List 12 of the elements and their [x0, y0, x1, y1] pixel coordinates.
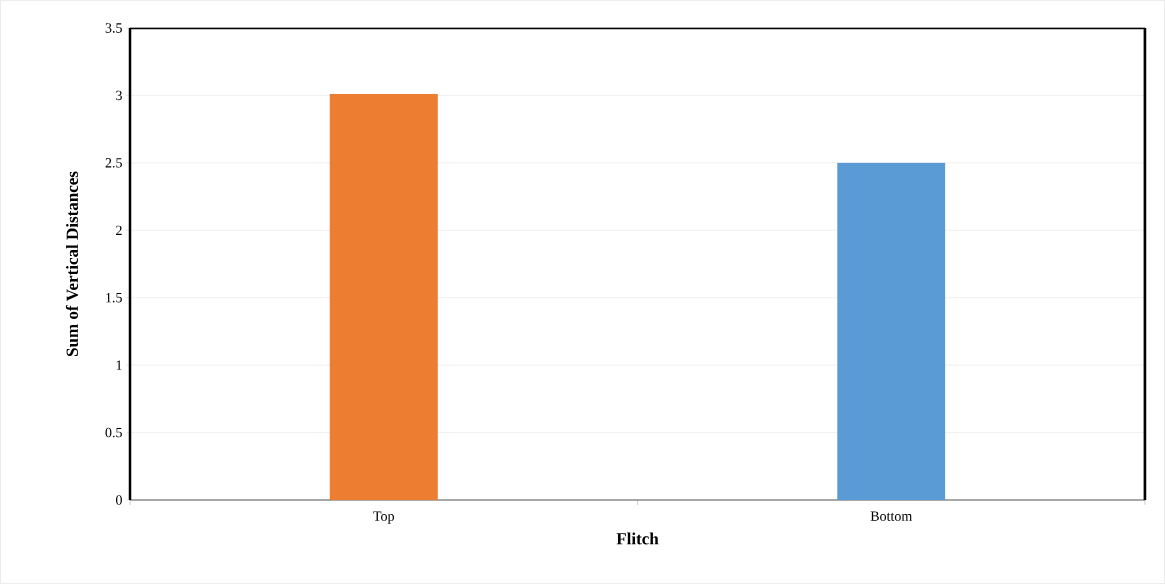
x-axis-title: Flitch [616, 532, 659, 545]
y-tick-label: 3 [116, 90, 122, 101]
y-tick-label: 2.5 [105, 158, 122, 168]
y-tick-label: 1 [116, 360, 122, 370]
y-tick-label: 2 [116, 225, 122, 235]
x-tick-label: Bottom [870, 511, 913, 521]
y-tick-label: 0 [116, 495, 122, 505]
y-axis-title: Sum of Vertical Distances [65, 171, 79, 357]
y-tick-label: 1.5 [106, 292, 122, 303]
y-tick-label: 0.5 [105, 427, 122, 438]
y-tick-label: 3.5 [105, 23, 122, 33]
x-tick-label: Top [373, 511, 395, 524]
